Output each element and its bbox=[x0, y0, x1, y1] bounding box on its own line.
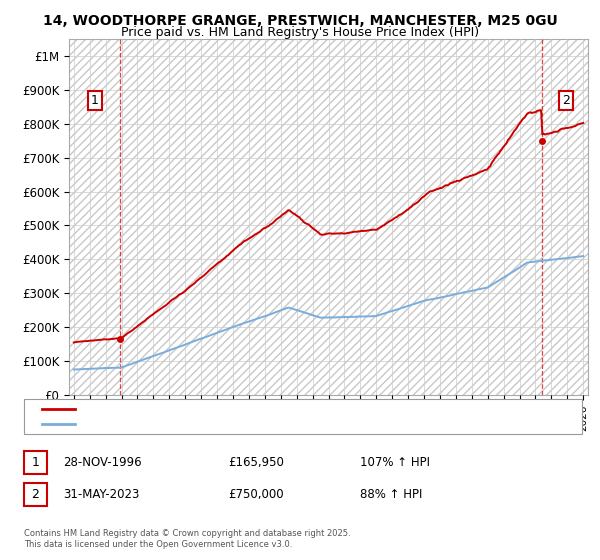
Text: 1: 1 bbox=[31, 456, 40, 469]
Text: 14, WOODTHORPE GRANGE, PRESTWICH, MANCHESTER, M25 0GU (detached house): 14, WOODTHORPE GRANGE, PRESTWICH, MANCHE… bbox=[81, 404, 502, 414]
Text: Contains HM Land Registry data © Crown copyright and database right 2025.
This d: Contains HM Land Registry data © Crown c… bbox=[24, 529, 350, 549]
Text: £165,950: £165,950 bbox=[228, 456, 284, 469]
Text: HPI: Average price, detached house, Bury: HPI: Average price, detached house, Bury bbox=[81, 419, 289, 430]
Text: 2: 2 bbox=[31, 488, 40, 501]
Text: 2: 2 bbox=[562, 94, 570, 106]
Text: 31-MAY-2023: 31-MAY-2023 bbox=[63, 488, 139, 501]
Text: 28-NOV-1996: 28-NOV-1996 bbox=[63, 456, 142, 469]
Text: 14, WOODTHORPE GRANGE, PRESTWICH, MANCHESTER, M25 0GU: 14, WOODTHORPE GRANGE, PRESTWICH, MANCHE… bbox=[43, 14, 557, 28]
Text: £750,000: £750,000 bbox=[228, 488, 284, 501]
Text: 1: 1 bbox=[91, 94, 98, 106]
Text: 107% ↑ HPI: 107% ↑ HPI bbox=[360, 456, 430, 469]
Text: Price paid vs. HM Land Registry's House Price Index (HPI): Price paid vs. HM Land Registry's House … bbox=[121, 26, 479, 39]
Text: 88% ↑ HPI: 88% ↑ HPI bbox=[360, 488, 422, 501]
